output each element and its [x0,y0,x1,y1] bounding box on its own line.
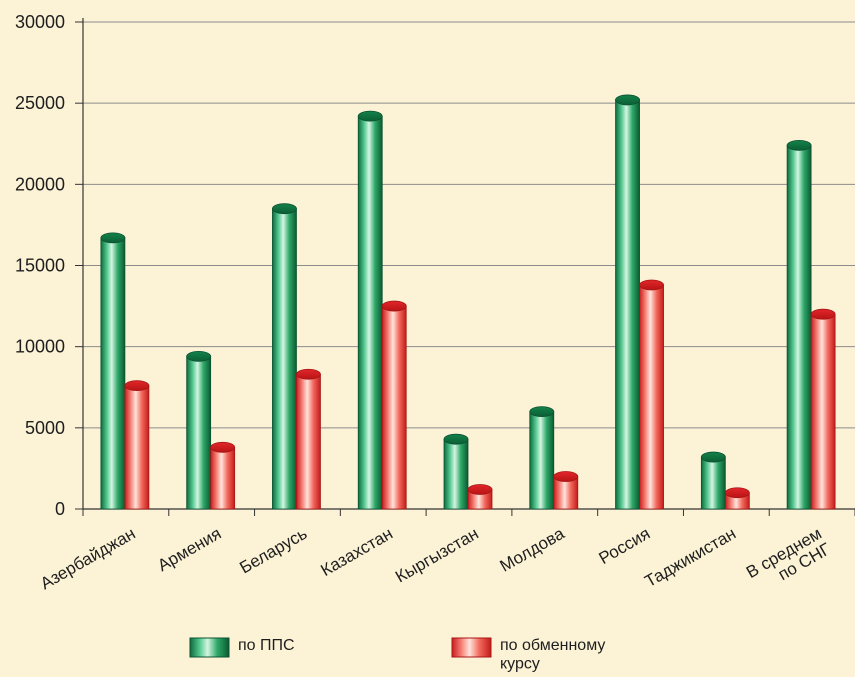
exchange-rate-bar-body [296,373,321,510]
ppp-bar-body [700,456,726,510]
y-tick-label: 10000 [15,337,65,357]
ppp-bar-body [786,144,812,510]
legend-swatch-red [451,637,492,658]
grid-lines [83,21,855,429]
exchange-rate-bar-cap [467,484,493,495]
legend-label-line: курсу [500,655,540,672]
x-category-label: Таджикистан [642,524,740,591]
y-tick-label: 15000 [15,256,65,276]
y-tick-label: 5000 [25,418,65,438]
ppp-bar-cap [272,203,297,215]
exchange-rate-bar-body [553,476,579,510]
ppp-bar [272,203,297,510]
exchange-rate-bar-cap [381,300,407,312]
x-category-label: В среднемпо СНГ [743,524,834,598]
exchange-rate-bar [639,279,664,510]
exchange-rate-bar-body [810,313,836,510]
legend-swatch-green [189,637,230,658]
x-category-label: Азербайджан [37,524,139,594]
x-category-label: Молдова [497,524,568,576]
exchange-rate-bar [467,484,493,510]
bars [100,94,836,510]
ppp-bar-cap [443,433,469,445]
ppp-bar-body [186,356,212,510]
x-category-label-line: Беларусь [236,524,310,578]
exchange-rate-bar-cap [296,368,321,380]
ppp-bar [100,232,126,510]
x-category-label: Кыргызстан [392,524,482,587]
x-category-label-line: Азербайджан [37,524,139,594]
legend-label-line: по ППС [238,637,295,654]
legend-label: по обменному курсу [500,637,605,672]
x-category-label-line: Армения [154,524,224,575]
ppp-bar-cap [615,94,640,106]
x-category-label-line: Таджикистан [642,524,740,591]
exchange-rate-bar-body [639,284,664,510]
ppp-bar-body [529,411,555,510]
ppp-bar-cap [786,139,812,151]
ppp-bar-cap [186,351,212,362]
ppp-bar [786,139,812,510]
y-tick-label: 25000 [15,93,65,113]
exchange-rate-bar-body [381,305,407,510]
exchange-rate-bar-cap [810,308,836,320]
legend-label: по ППС [238,637,295,654]
ppp-bar [700,451,726,510]
legend-item: по ППС [189,637,295,658]
x-category-label: Казахстан [318,524,396,580]
ppp-bar-body [443,438,469,510]
ppp-bar-body [615,99,640,510]
x-tick-labels: Азербайджан Армения Беларусь КазахстанКыргы… [37,524,834,598]
ppp-bar-body [272,208,297,510]
exchange-rate-bar [381,300,407,510]
x-category-label: Беларусь [236,524,310,578]
exchange-rate-bar [124,380,150,510]
exchange-rate-bar [810,308,836,510]
exchange-rate-bar [296,368,321,510]
y-tick-label: 30000 [15,12,65,32]
ppp-bar-body [357,115,383,510]
exchange-rate-bar [553,471,579,510]
exchange-rate-bar-body [124,385,150,510]
ppp-bar [357,110,383,510]
exchange-rate-bar-cap [724,487,750,499]
legend-item: по обменному курсу [451,637,605,672]
ppp-bar [443,433,469,510]
ppp-bar-cap [700,451,726,463]
exchange-rate-bar [210,441,236,510]
ppp-bar [615,94,640,510]
x-category-label: Армения [154,524,224,575]
exchange-rate-bar-cap [553,471,579,482]
x-category-label-line: Казахстан [318,524,396,580]
ppp-bar-cap [357,110,383,122]
exchange-rate-bar-cap [639,279,664,291]
ppp-bar-cap [100,232,126,244]
x-category-label-line: Молдова [497,524,568,576]
x-category-label-line: Россия [596,524,654,568]
exchange-rate-bar-cap [210,441,236,453]
legend-label-line: по обменному [500,637,605,654]
exchange-rate-bar-cap [124,380,150,392]
y-tick-labels: 0 5000 10000 15000 20000 25000 30000 [15,12,65,519]
y-tick-label: 20000 [15,174,65,194]
ppp-bar-body [100,237,126,510]
ppp-bar [529,406,555,510]
x-category-label: Россия [596,524,654,568]
x-category-label-line: Кыргызстан [392,524,482,587]
legend: по ППС по обменному курсу [189,637,605,672]
exchange-rate-bar-body [210,446,236,510]
y-tick-label: 0 [55,499,65,519]
ppp-bar [186,351,212,510]
exchange-rate-bar [724,487,750,510]
ppp-bar-cap [529,406,555,418]
